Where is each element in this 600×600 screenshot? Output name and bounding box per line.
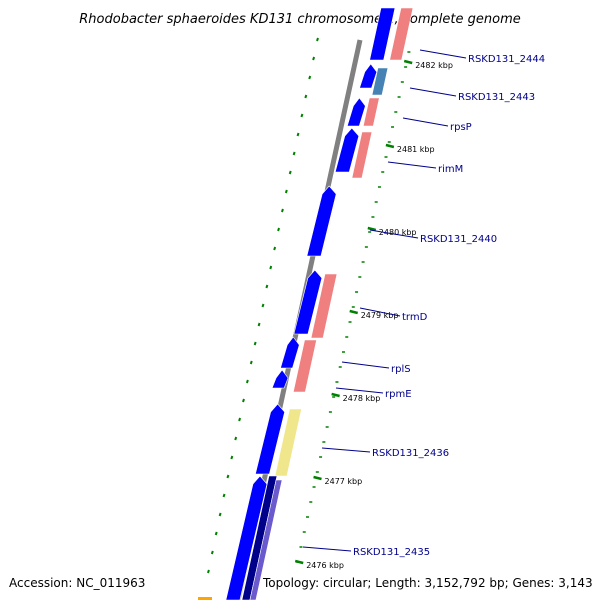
scale-tick-label: 2481 kbp [397,145,435,154]
label-leader-line [302,546,352,552]
gene-feature [334,127,360,173]
gene-label[interactable]: RSKD131_2444 [468,54,545,65]
ring-dot [242,398,245,403]
ring-dot [277,227,280,232]
gene-label[interactable]: RSKD131_2436 [372,448,449,459]
gene-feature [274,408,302,477]
label-leader-line [321,447,371,453]
ring-dot [288,170,292,175]
map-title: Rhodobacter sphaeroides KD131 chromosome… [79,12,520,27]
gene-label[interactable]: RSKD131_2435 [353,547,430,558]
label-leader-line [409,87,457,97]
label-leader-line [387,161,437,169]
gene-feature [346,97,366,127]
outer-dotted-ring [206,37,319,574]
gene-feature [306,185,337,257]
scale-tick-label: 2476 kbp [306,561,344,570]
scale-tick [367,226,377,232]
ring-dot [312,56,316,61]
ring-dot [257,322,261,327]
scale-tick [403,59,413,65]
gene-feature [225,475,268,600]
ring-dot [273,246,277,251]
gene-feature [362,97,380,127]
label-leader-line [341,361,390,369]
scale-ticks: 2482 kbp 2481 kbp 2480 kbp 2479 kbp 2478 kbp… [294,59,453,570]
gene-feature [271,369,289,389]
gene-label[interactable]: RSKD131_2443 [458,92,535,103]
gene-feature [310,273,338,339]
gene-feature [241,475,278,600]
label-leader-line [335,387,384,394]
ring-dot [316,37,319,42]
gene-feature [255,403,285,475]
ring-dot [300,113,304,118]
label-leader-line [369,229,419,239]
ring-dot [265,284,269,289]
ring-dot [222,493,226,498]
gene-feature [293,269,323,335]
gene-feature [359,63,378,89]
gene-feature [371,67,389,96]
ring-dot [245,379,249,384]
scale-tick-label: 2477 kbp [325,477,363,486]
ring-dot [214,531,218,536]
scale-tick [331,392,340,398]
gene-label[interactable]: rpsP [450,122,472,133]
scale-tick [349,309,359,315]
ring-dot [284,189,288,194]
gene-label[interactable]: rplS [391,364,411,375]
gene-feature [389,7,414,61]
scale-tick-label: 2482 kbp [415,61,453,70]
scale-tick-label: 2479 kbp [361,311,399,320]
gene-feature [369,7,396,61]
ring-dot [206,569,210,574]
gene-label[interactable]: rpmE [385,389,412,400]
label-leader-line [359,307,401,317]
accession-label: Accession: NC_011963 [9,576,145,590]
topology-label: Topology: circular; Length: 3,152,792 bp… [262,576,593,590]
ring-dot [234,436,238,441]
ring-dot [292,151,296,156]
ring-dot [249,360,253,365]
ring-dot [210,550,214,555]
ring-dot [238,417,242,422]
gene-feature [351,131,373,179]
scale-tick [294,559,304,565]
feature-track [198,7,414,600]
gene-feature [249,479,283,600]
ring-dot [296,132,300,137]
ring-dot [308,75,312,80]
gene-feature [292,339,317,393]
ring-dot [253,341,257,346]
gene-label[interactable]: rimM [438,164,463,175]
gene-label[interactable]: RSKD131_2440 [420,234,497,245]
gene-feature [280,336,300,369]
scale-tick-label: 2478 kbp [343,394,381,403]
ring-dot [230,455,234,460]
scale-tick [385,143,395,149]
ring-dot [261,303,265,308]
scale-tick [313,475,322,481]
scale-tick-label: 2480 kbp [379,228,417,237]
label-leader-line [402,117,449,127]
ring-dot [304,94,308,99]
gene-label[interactable]: trmD [402,312,428,323]
label-leader-line [419,49,467,59]
gene-labels: RSKD131_2444 RSKD131_2443 rpsP rimM RSKD131_… [302,49,545,558]
ring-dot [280,208,284,213]
ring-dot [218,512,222,517]
ring-dot [269,265,273,270]
ring-dot [226,474,230,479]
gene-feature [198,597,212,600]
